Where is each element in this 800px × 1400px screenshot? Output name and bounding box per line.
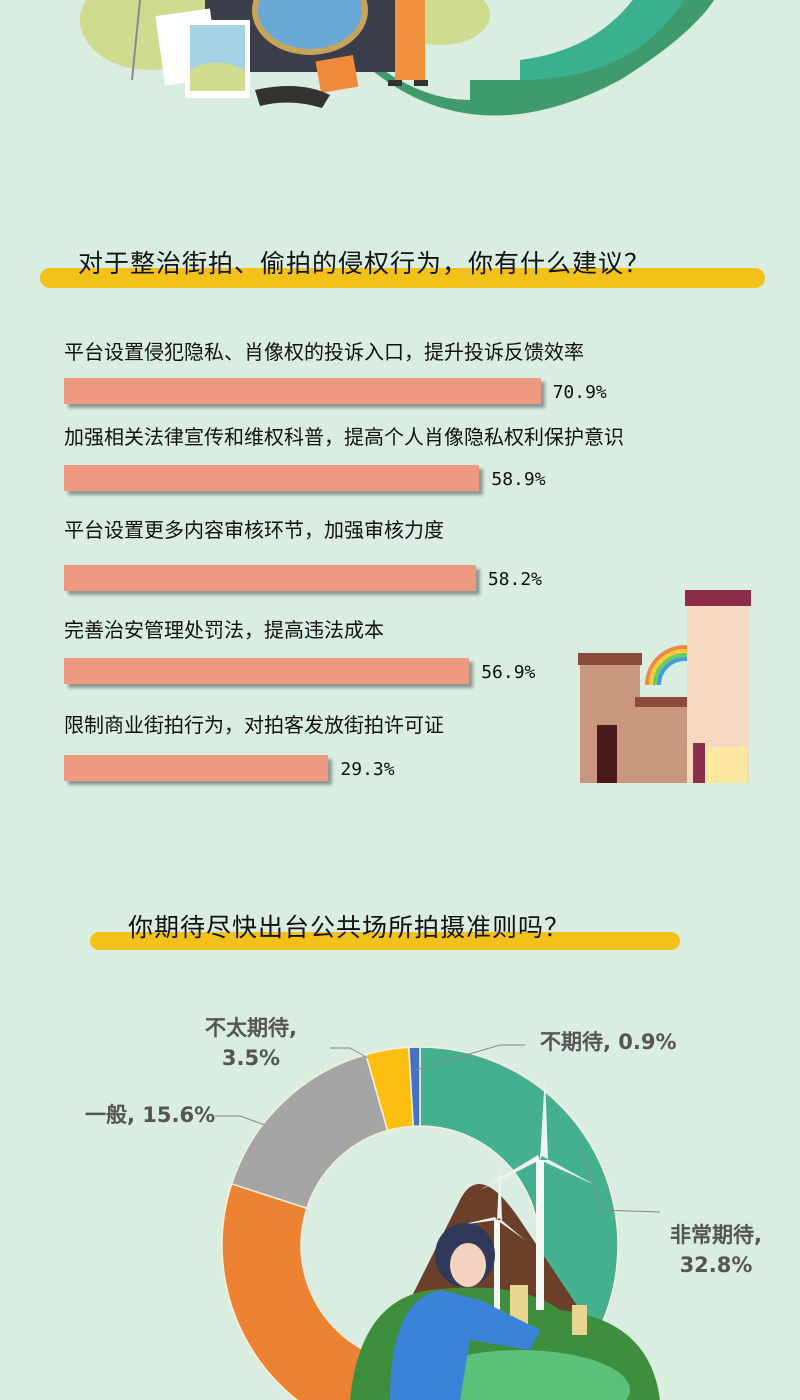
bar-label: 平台设置更多内容审核环节，加强审核力度 [64, 518, 444, 542]
donut-slice [408, 1046, 421, 1127]
donut-slice [230, 1053, 389, 1210]
building-illustration [578, 590, 751, 783]
leader-line [414, 1044, 525, 1071]
camera-illustration [80, 0, 715, 116]
title-highlight [90, 932, 680, 950]
label-very: 非常期待, 32.8% [670, 1223, 762, 1277]
bar-value-label: 58.2% [487, 569, 542, 590]
bar-value-label: 58.9% [491, 469, 546, 490]
bar [64, 658, 470, 684]
bar-value-label: 56.9% [481, 662, 536, 683]
label-not: 不期待, 0.9% [540, 1030, 677, 1054]
bar-label: 完善治安管理处罚法，提高违法成本 [64, 618, 384, 642]
label-neutral: 一般, 15.6% [85, 1103, 216, 1127]
bar-value-label: 70.9% [552, 382, 607, 403]
wind-turbine-illustration [350, 1075, 660, 1400]
bar [64, 755, 329, 781]
donut-chart [215, 1044, 661, 1400]
leader-line [330, 1047, 369, 1059]
bar [64, 465, 480, 491]
leader-line [215, 1115, 266, 1126]
section1-title: 对于整治街拍、偷拍的侵权行为，你有什么建议？ [78, 249, 651, 278]
label-not-very: 不太期待, 3.5% [205, 1016, 297, 1070]
title-highlight [40, 268, 765, 288]
bar-value-label: 29.3% [340, 759, 395, 780]
bar [64, 565, 476, 591]
leader-line [579, 1144, 661, 1213]
bar-label: 平台设置侵犯隐私、肖像权的投诉入口，提升投诉反馈效率 [64, 340, 584, 364]
section2-title: 你期待尽快出台公共场所拍摄准则吗？ [128, 913, 571, 942]
bar-label: 加强相关法律宣传和维权科普，提高个人肖像隐私权利保护意识 [64, 425, 624, 449]
bar-label: 限制商业街拍行为，对拍客发放街拍许可证 [64, 713, 444, 737]
bar [64, 378, 541, 404]
donut-slice [419, 1046, 619, 1340]
